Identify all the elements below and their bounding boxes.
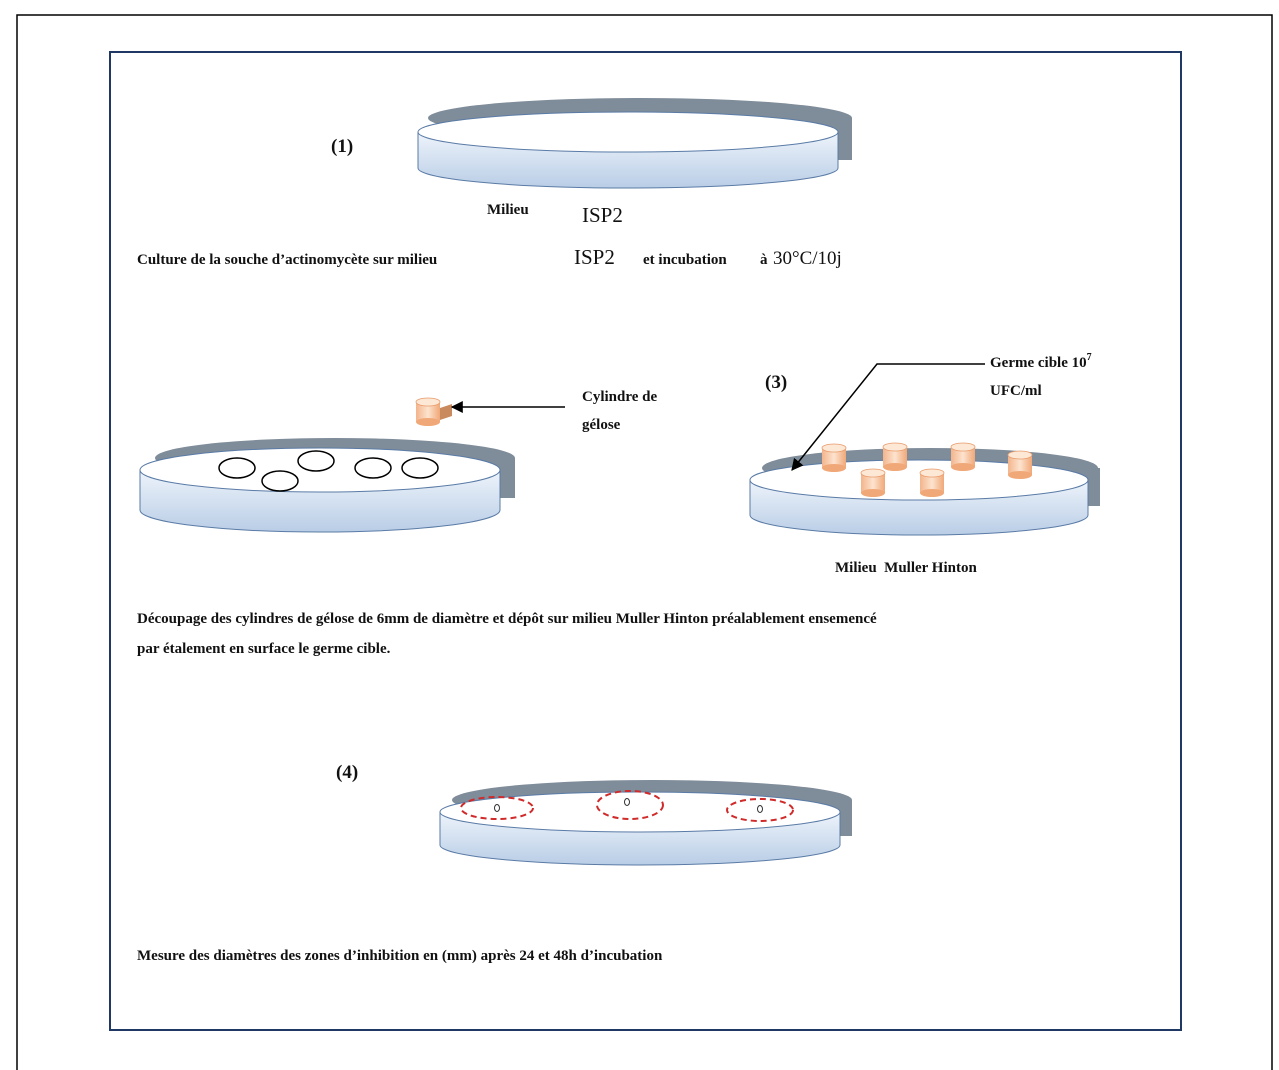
petri-dish — [418, 98, 852, 188]
step-number: (1) — [331, 136, 353, 157]
caption-medium: ISP2 — [574, 245, 615, 269]
caption: à — [760, 252, 768, 268]
target-label: UFC/ml — [990, 383, 1042, 399]
diagram: (1) Milieu ISP2 Culture de la souche d’a… — [0, 0, 1279, 1070]
step-number: (4) — [336, 762, 358, 783]
caption: Mesure des diamètres des zones d’inhibit… — [137, 948, 663, 964]
petri-dish — [440, 780, 852, 865]
caption-temperature: 30°C/10j — [773, 248, 842, 269]
step-number: (3) — [765, 372, 787, 393]
caption: Découpage des cylindres de gélose de 6mm… — [137, 611, 877, 627]
agar-cylinder — [416, 398, 452, 426]
inner-frame — [110, 52, 1181, 1030]
medium-name: ISP2 — [582, 203, 623, 227]
caption: Culture de la souche d’actinomycète sur … — [137, 252, 437, 268]
petri-dish — [140, 438, 515, 532]
target-exponent: 7 — [1087, 352, 1092, 363]
caption: par étalement en surface le germe cible. — [137, 641, 391, 657]
medium-label: Milieu Muller Hinton — [835, 560, 977, 576]
target-label: Germe cible 107 — [990, 352, 1092, 371]
target-label-text: Germe cible 10 — [990, 355, 1087, 371]
medium-label: Milieu — [487, 202, 529, 218]
caption: et incubation — [643, 252, 727, 268]
cylinder-label: Cylindre de — [582, 389, 657, 405]
cylinder-label: gélose — [582, 417, 621, 433]
